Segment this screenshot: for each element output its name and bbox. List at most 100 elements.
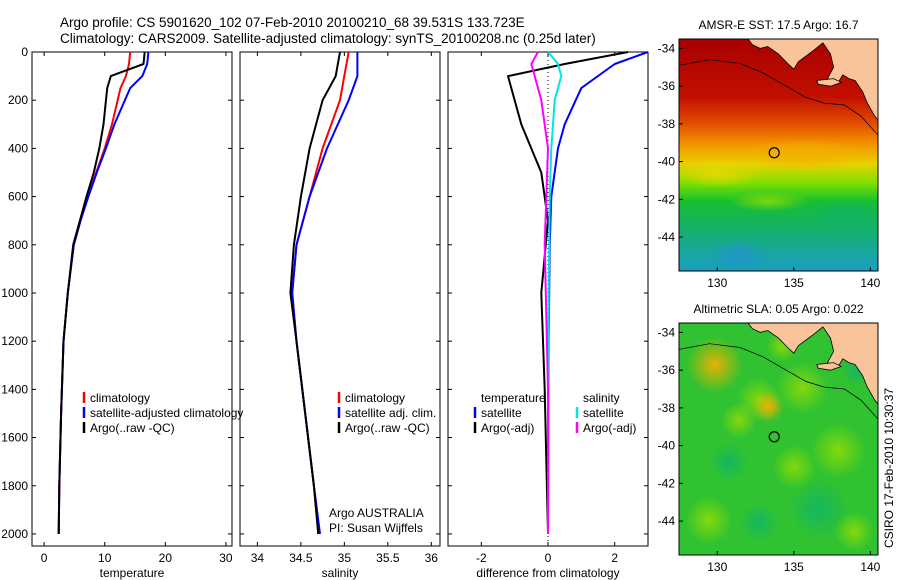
y-tick-label: -42 [658,192,676,206]
x-tick-label: 30 [219,551,233,565]
cool-patch [708,238,769,271]
sla-anomaly-patch [752,390,785,423]
x-tick-label: 34 [251,551,265,565]
argo-float-marker [768,431,780,443]
sla-anomaly-patch [788,478,849,539]
sla-anomaly-patch [720,402,757,439]
map-frame [678,38,879,272]
x-tick-label: 0 [41,551,48,565]
y-tick-label: -40 [658,439,676,453]
x-axis-label: temperature [100,566,165,580]
map-title: AMSR-E SST: 17.5 Argo: 16.7 [698,18,858,32]
sla-anomaly-patch [684,496,733,545]
legend-label: Argo(..raw -QC) [345,421,430,435]
series-line-1 [547,51,649,535]
y-tick-label: 1000 [1,286,28,300]
series-line-1 [57,51,132,535]
argo-float-marker [768,147,780,159]
y-tick-label: 2000 [1,527,28,541]
sla-anomaly-patch [810,422,867,479]
y-tick-label: 1600 [1,431,28,445]
series-line-3 [547,51,563,535]
legend-label: satellite [583,406,624,420]
legend-label: climatology [345,391,405,405]
land-mass [747,39,878,121]
legend-label: climatology [90,391,150,405]
kangaroo-island [816,362,843,371]
y-tick-label: 1400 [1,382,28,396]
x-tick-label: 35.5 [376,551,400,565]
x-axis-label: difference from climatology [476,566,619,580]
sla-anomaly-patch [708,442,749,483]
y-tick-label: -38 [658,117,676,131]
figure-title-line2: Climatology: CARS2009. Satellite-adjuste… [60,31,596,46]
x-tick-label: 2 [611,551,618,565]
x-tick-label: 140 [860,276,880,290]
annotation-line: PI: Susan Wijffels [329,521,423,535]
plot-frame-2 [239,51,441,547]
x-tick-label: 130 [707,560,727,574]
x-axis-label: salinity [322,566,359,580]
y-tick-label: 0 [21,45,28,59]
x-tick-label: 35 [338,551,352,565]
legend-label: temperature [481,391,546,405]
x-tick-label: 10 [98,551,112,565]
timestamp-label: CSIRO 17-Feb-2010 10:30:37 [882,388,896,548]
series-line-3 [289,51,341,535]
y-tick-label: -44 [658,514,676,528]
x-tick-label: 135 [784,560,804,574]
x-tick-label: 36 [425,551,439,565]
map-title: Altimetric SLA: 0.05 Argo: 0.022 [693,302,863,316]
series-line-2 [291,52,359,535]
y-tick-label: 200 [8,93,28,107]
warm-patch [742,139,863,171]
legend-label: salinity [583,391,620,405]
y-tick-label: -38 [658,401,676,415]
y-tick-label: 600 [8,190,28,204]
x-tick-label: 135 [784,276,804,290]
shelf-contour [679,59,878,136]
x-tick-label: 130 [707,276,727,290]
x-tick-label: 34.5 [289,551,313,565]
y-tick-label: -42 [658,476,676,490]
series-line-1 [291,51,350,535]
plot-frame-1 [31,51,233,547]
sla-anomaly-patch [686,336,743,393]
legend-label: satellite adj. clim. [345,406,436,420]
x-tick-label: 20 [159,551,173,565]
y-tick-label: -40 [658,155,676,169]
y-tick-label: 1200 [1,334,28,348]
sla-anomaly-patch [772,444,817,489]
legend-label: Argo(..raw -QC) [90,421,175,435]
y-tick-label: -34 [658,325,676,339]
y-tick-label: 1800 [1,479,28,493]
cool-patch [803,197,878,234]
green-patch [728,191,809,212]
sla-anomaly-patch [738,502,779,543]
y-tick-label: -36 [658,363,676,377]
series-line-4 [530,51,549,534]
map-frame [678,322,879,556]
legend-label: Argo(-adj) [583,421,636,435]
y-tick-label: -36 [658,79,676,93]
x-tick-label: 140 [860,560,880,574]
sst-map-field [679,39,878,271]
kangaroo-island [816,78,843,87]
sla-anomaly-patch [834,511,875,552]
y-tick-label: -34 [658,41,676,55]
figure-title-line1: Argo profile: CS 5901620_102 07-Feb-2010… [60,15,525,30]
y-tick-label: 800 [8,238,28,252]
sla-anomaly-patch [776,361,829,414]
x-tick-label: 0 [545,551,552,565]
legend-label: satellite-adjusted climatology [90,406,243,420]
shelf-contour [679,343,878,420]
legend-label: Argo(-adj) [481,421,534,435]
land-mass [747,323,878,405]
x-tick-label: -2 [476,551,487,565]
warm-patch [679,159,764,188]
legend-label: satellite [481,406,522,420]
y-tick-label: 400 [8,141,28,155]
series-line-3 [57,51,146,535]
